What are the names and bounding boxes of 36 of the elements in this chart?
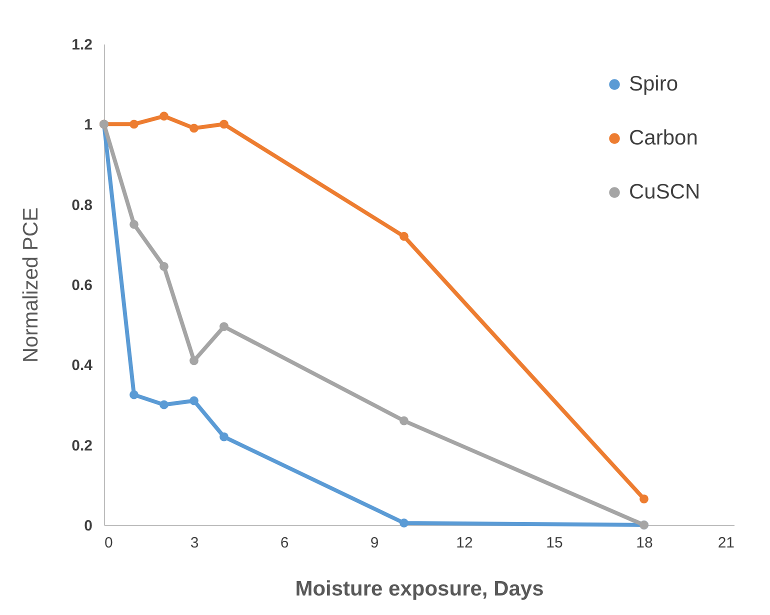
point [190, 124, 198, 133]
point [190, 356, 198, 366]
y-tick-label: 0 [84, 518, 92, 534]
x-tick-label: 21 [718, 534, 734, 552]
point [160, 112, 168, 121]
point [400, 232, 408, 241]
point [160, 400, 168, 410]
x-tick-label: 6 [280, 534, 289, 552]
point [130, 390, 138, 400]
x-tick-label: 0 [104, 534, 113, 552]
y-tick-label: 0.6 [72, 277, 92, 294]
point [640, 494, 648, 504]
point [160, 262, 168, 271]
x-tick-label: 3 [190, 534, 199, 552]
point [190, 396, 198, 406]
point [220, 322, 228, 332]
point [400, 518, 408, 528]
legend-label: CuSCN [629, 180, 700, 204]
legend-label: Carbon [629, 126, 698, 150]
y-tick-label: 1.2 [72, 36, 92, 54]
x-tick-label: 9 [370, 534, 379, 552]
x-axis-title: Moisture exposure, Days [295, 578, 544, 600]
x-tick-label: 15 [546, 534, 563, 552]
y-tick-label: 0.4 [72, 357, 94, 374]
y-axis-title: Normalized PCE [20, 207, 43, 363]
y-tick-label: 1 [84, 116, 92, 134]
x-tick-label: 18 [636, 534, 653, 552]
point [130, 120, 138, 129]
x-tick-label: 12 [456, 534, 473, 552]
point [130, 220, 138, 229]
y-tick-label: 0.8 [72, 196, 92, 214]
y-tick-label: 0.2 [72, 437, 92, 454]
legend-label: Spiro [629, 72, 678, 96]
point [220, 120, 228, 129]
point [220, 432, 228, 442]
point [400, 416, 408, 426]
